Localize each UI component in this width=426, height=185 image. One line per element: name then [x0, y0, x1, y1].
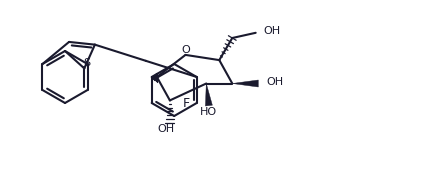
Text: OH: OH — [263, 26, 280, 36]
Text: HO: HO — [200, 107, 217, 117]
Text: S: S — [83, 58, 90, 68]
Text: OH: OH — [157, 125, 174, 134]
Text: O: O — [181, 45, 190, 55]
Polygon shape — [205, 83, 212, 106]
Text: OH: OH — [266, 77, 283, 87]
Text: F: F — [183, 97, 190, 110]
Polygon shape — [232, 80, 258, 87]
